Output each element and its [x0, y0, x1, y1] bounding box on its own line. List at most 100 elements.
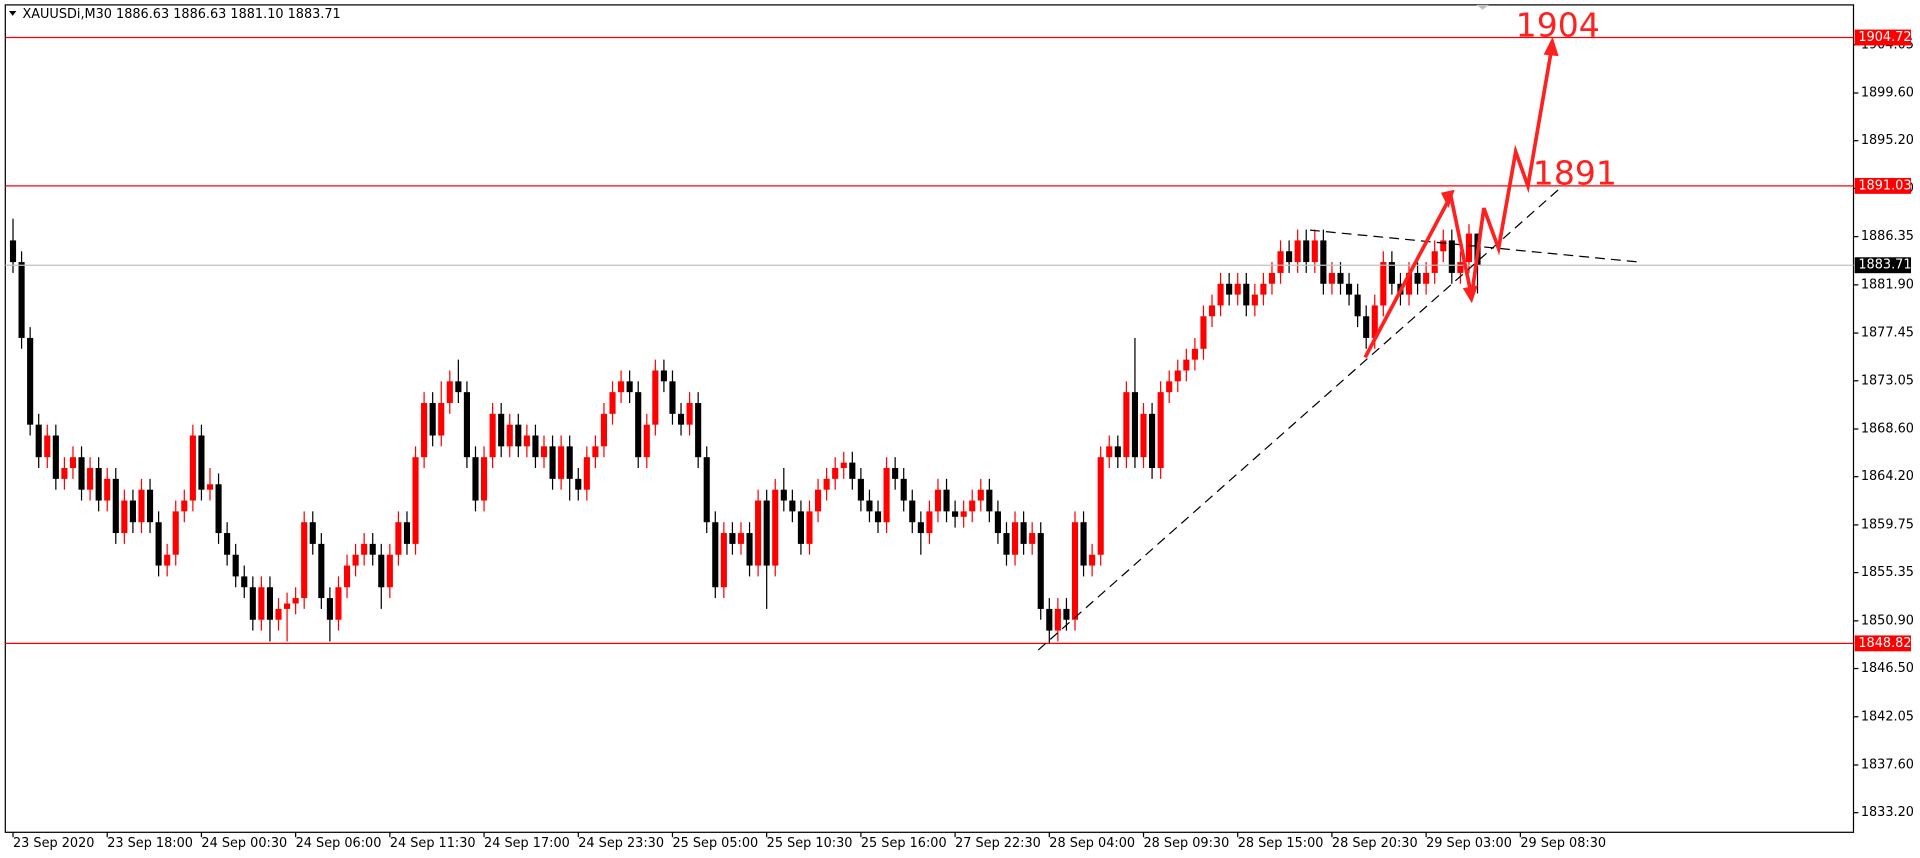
- y-tick-label: 1842.05: [1861, 709, 1914, 724]
- candle-body: [926, 511, 933, 534]
- candle-body: [284, 603, 291, 609]
- candle-body: [652, 370, 659, 425]
- candle-body: [1260, 283, 1267, 295]
- level-label: 1848.82: [1858, 636, 1911, 651]
- y-tick-label: 1899.60: [1861, 86, 1914, 101]
- candle-body: [1157, 392, 1164, 469]
- candle-body: [412, 457, 419, 544]
- candle-body: [1020, 522, 1027, 544]
- candle-body: [815, 489, 822, 512]
- candle-body: [832, 468, 839, 479]
- y-tick-label: 1850.90: [1861, 613, 1914, 628]
- y-tick-label: 1868.60: [1861, 422, 1914, 437]
- candle-body: [695, 402, 702, 458]
- candle-body: [1277, 251, 1284, 273]
- candle-body: [1431, 251, 1438, 273]
- candle-body: [1106, 446, 1113, 458]
- candle-body: [189, 435, 196, 501]
- candle-body: [164, 554, 171, 566]
- x-tick-label: 23 Sep 18:00: [107, 836, 193, 851]
- candle-body: [403, 522, 411, 544]
- x-tick-label: 28 Sep 20:30: [1332, 836, 1418, 851]
- candle-body: [198, 435, 205, 490]
- candle-body: [438, 402, 445, 436]
- candle-body: [1011, 522, 1019, 555]
- candle-body: [309, 522, 316, 544]
- candle-body: [643, 424, 650, 458]
- candle-body: [395, 522, 402, 555]
- level-label-box: [1854, 177, 1912, 194]
- y-tick-label: 1895.20: [1861, 133, 1914, 148]
- candle-body: [421, 402, 428, 458]
- x-tick-label: 24 Sep 06:00: [296, 836, 382, 851]
- candle-body: [1131, 392, 1139, 458]
- chart-header: XAUUSDi,M30 1886.63 1886.63 1881.10 1883…: [22, 7, 340, 22]
- candle-body: [1071, 522, 1079, 620]
- candle-body: [1097, 457, 1104, 555]
- candle-body: [909, 500, 916, 523]
- candle-body: [1046, 608, 1053, 631]
- candle-body: [352, 554, 359, 566]
- candle-body: [532, 435, 539, 458]
- candle-body: [1149, 413, 1156, 469]
- plot-frame: [4, 4, 1855, 833]
- candle-body: [27, 337, 34, 425]
- candle-body: [686, 402, 693, 425]
- level-label-box: [1854, 29, 1912, 46]
- candle-body: [480, 457, 488, 501]
- x-tick-label: 24 Sep 00:30: [201, 836, 287, 851]
- candle-body: [18, 262, 25, 338]
- y-tick-label: 1864.20: [1861, 469, 1914, 484]
- y-tick-label: 1833.20: [1861, 805, 1914, 820]
- candle-body: [1200, 316, 1207, 349]
- y-tick-label: 1837.60: [1861, 757, 1914, 772]
- candle-body: [626, 381, 633, 393]
- candle-body: [523, 435, 530, 447]
- candle-body: [361, 543, 368, 555]
- candle-body: [35, 424, 42, 458]
- candle-body: [600, 413, 608, 447]
- candle-body: [592, 446, 599, 458]
- candle-body: [1371, 305, 1378, 338]
- candle-body: [463, 392, 470, 458]
- candle-body: [446, 381, 453, 403]
- candle-body: [275, 608, 282, 620]
- candle-body: [343, 565, 351, 588]
- candle-body: [712, 522, 719, 588]
- candle-body: [763, 500, 770, 566]
- candle-body: [1354, 294, 1361, 317]
- candle-body: [1166, 381, 1173, 393]
- menu-triangle[interactable]: [8, 11, 17, 16]
- candle-body: [772, 489, 779, 566]
- candle-body: [866, 500, 873, 512]
- x-tick-label: 25 Sep 16:00: [861, 836, 947, 851]
- candle-body: [746, 533, 753, 566]
- candle-body: [1405, 272, 1413, 295]
- candle-body: [378, 554, 385, 588]
- level-label: 1891.03: [1858, 178, 1911, 193]
- x-tick-label: 29 Sep 08:30: [1520, 836, 1606, 851]
- candle-body: [549, 446, 556, 479]
- x-tick-label: 28 Sep 15:00: [1238, 836, 1324, 851]
- candle-body: [104, 478, 111, 501]
- candle-body: [609, 392, 616, 414]
- candle-body: [669, 381, 676, 414]
- candle-body: [874, 511, 882, 523]
- x-tick-label: 28 Sep 04:00: [1049, 836, 1135, 851]
- candle-body: [986, 489, 993, 512]
- trend-line: [1309, 229, 1639, 263]
- candle-body: [515, 424, 522, 447]
- candle-body: [181, 500, 188, 512]
- candle-body: [1234, 283, 1241, 295]
- candle-body: [249, 587, 256, 620]
- candle-body: [1174, 370, 1181, 382]
- candle-body: [1268, 272, 1276, 284]
- candle-body: [952, 511, 959, 517]
- candle-body: [566, 446, 573, 479]
- candle-body: [806, 511, 813, 544]
- candle-body: [1029, 533, 1036, 544]
- candle-body: [1114, 446, 1121, 458]
- candle-body: [326, 598, 333, 620]
